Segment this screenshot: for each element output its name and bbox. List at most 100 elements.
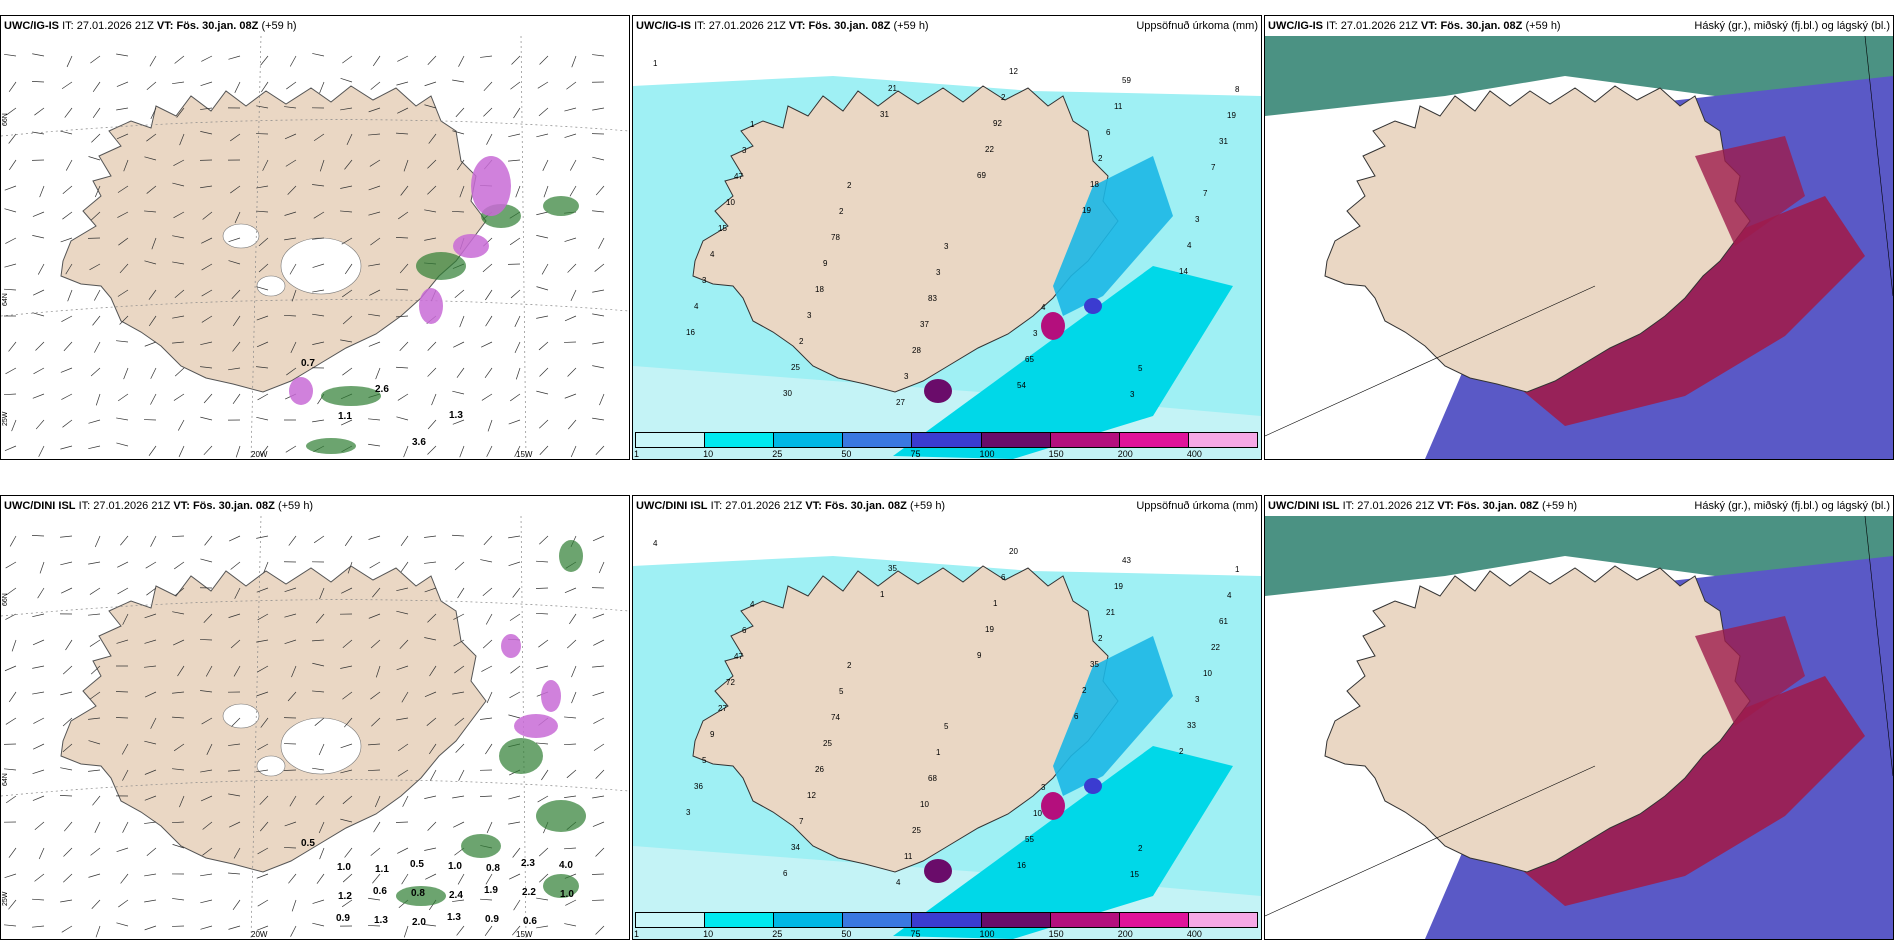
wind-barb bbox=[342, 367, 353, 376]
glacier-hofsjokull bbox=[256, 755, 286, 777]
iceland-landmass bbox=[692, 85, 1119, 393]
wind-barb bbox=[456, 159, 465, 171]
wind-barb bbox=[284, 211, 297, 216]
precip-value-label: 5 bbox=[944, 722, 949, 731]
wind-barb bbox=[174, 289, 185, 299]
wind-barb bbox=[38, 847, 45, 860]
colorbar-label: 150 bbox=[1048, 929, 1064, 939]
wind-barb bbox=[230, 185, 241, 194]
cloud-map[interactable] bbox=[1265, 36, 1893, 459]
wind-value-label: 2.3 bbox=[521, 858, 535, 869]
wind-barb bbox=[592, 107, 605, 111]
cloud-map[interactable] bbox=[1265, 516, 1893, 939]
vt-label: VT: bbox=[173, 500, 190, 512]
max-precip-area bbox=[1084, 778, 1102, 794]
colorbar-label: 400 bbox=[1186, 929, 1202, 939]
panel-row1-precip: UWC/DINI ISL IT: 27.01.2026 21Z VT: Fös.… bbox=[632, 495, 1262, 940]
wind-barb bbox=[65, 263, 73, 275]
precip-value-label: 1 bbox=[993, 599, 998, 608]
wind-barb bbox=[595, 847, 605, 857]
wind-barb bbox=[396, 717, 409, 721]
wind-barb bbox=[172, 261, 185, 265]
wind-barb bbox=[228, 55, 241, 60]
wind-barb bbox=[509, 237, 521, 246]
wind-barb bbox=[34, 821, 45, 831]
wind-barb bbox=[228, 613, 241, 618]
wind-barb bbox=[256, 210, 269, 213]
wind-barb bbox=[151, 237, 157, 250]
model-name: UWC/IG-IS bbox=[636, 20, 691, 32]
vt-label: VT: bbox=[156, 20, 174, 32]
wind-barb bbox=[342, 639, 353, 649]
wind-barb bbox=[117, 393, 129, 402]
wind-barb bbox=[256, 873, 269, 879]
wind-barb bbox=[312, 53, 325, 57]
wind-barb bbox=[4, 445, 17, 451]
wind-barb bbox=[33, 717, 45, 724]
wind-barb bbox=[200, 81, 213, 86]
wind-barb bbox=[116, 133, 129, 140]
wind-barb bbox=[452, 390, 465, 395]
precip-map[interactable]: 4 4 2 5 3 2 1 6 5 1 10 15 4 47 74 68 55 43 61 72 25 10 16 19 22 2… bbox=[633, 516, 1261, 939]
wind-value-label: 1.0 bbox=[448, 861, 462, 872]
it-label: IT: bbox=[694, 20, 706, 32]
wind-barb bbox=[63, 821, 73, 832]
wind-barb bbox=[174, 367, 185, 377]
wind-barb bbox=[431, 393, 437, 406]
wind-barb bbox=[32, 312, 45, 317]
wind-barb bbox=[427, 821, 437, 831]
wind-barb bbox=[62, 419, 73, 428]
panel-title: Háský (gr.), miðský (fj.bl.) og lágský (… bbox=[1694, 500, 1890, 512]
wind-barb bbox=[312, 922, 325, 927]
wind-barb bbox=[228, 743, 241, 746]
iceland-landmass bbox=[60, 565, 487, 873]
wind-barb bbox=[318, 821, 325, 834]
wind-barb bbox=[289, 795, 297, 807]
wind-barb bbox=[314, 717, 325, 726]
colorbar-label: 100 bbox=[979, 929, 995, 939]
wind-map[interactable]: 0.5 1.2 1.1 2.0 2.4 0.8 0.6 1.0 1.0 1.3 0.8 1.0 0.9 2… bbox=[1, 516, 629, 939]
precip-value-label: 4 bbox=[896, 878, 901, 887]
longitude-line bbox=[520, 36, 527, 459]
wind-barb bbox=[543, 185, 549, 198]
precip-value-label: 5 bbox=[839, 687, 844, 696]
precip-map[interactable]: 1 1 2 3 4 5 8 3 2 3 3 3 19 47 78 83 65 59 31 10 9 37 54 11 7 15 18… bbox=[633, 36, 1261, 459]
precip-value-label: 16 bbox=[1017, 861, 1026, 870]
precip-value-label: 3 bbox=[1195, 695, 1200, 704]
precip-value-label: 25 bbox=[791, 363, 800, 372]
wind-barb bbox=[340, 210, 353, 213]
wind-barb bbox=[257, 899, 269, 907]
wind-barb bbox=[370, 81, 381, 90]
wind-barb bbox=[174, 587, 185, 597]
wind-barb bbox=[592, 313, 605, 317]
precip-area bbox=[306, 438, 356, 454]
wind-barb bbox=[117, 587, 129, 595]
wind-barb bbox=[172, 768, 185, 771]
lon-label: 20W bbox=[251, 930, 268, 939]
panel-row1-cloud: UWC/DINI ISL IT: 27.01.2026 21Z VT: Fös.… bbox=[1264, 495, 1894, 940]
wind-barb bbox=[89, 263, 101, 271]
mid-cloud-area bbox=[1505, 196, 1865, 426]
wind-barb bbox=[454, 665, 465, 674]
wind-barb bbox=[172, 844, 185, 849]
it-value: 27.01.2026 21Z bbox=[93, 500, 171, 512]
wind-barb bbox=[312, 419, 325, 423]
wind-barb bbox=[508, 561, 521, 567]
wind-barb bbox=[32, 898, 45, 901]
wind-barb bbox=[4, 53, 17, 57]
wind-barb bbox=[598, 561, 605, 574]
model-name: UWC/IG-IS bbox=[1268, 20, 1323, 32]
wind-barb bbox=[564, 237, 577, 242]
wind-barb bbox=[120, 873, 129, 884]
wind-barb bbox=[396, 665, 409, 671]
precip-value-label: 3 bbox=[944, 242, 949, 251]
wind-barb bbox=[256, 769, 269, 773]
precip-value-label: 7 bbox=[1203, 189, 1208, 198]
wind-barb bbox=[174, 55, 185, 64]
wind-value-label: 1.9 bbox=[484, 885, 498, 896]
wind-map[interactable]: 0.7 1.1 2.6 3.6 1.3 20W 15W 66N 64N 25W bbox=[1, 36, 629, 459]
wind-barb bbox=[66, 55, 73, 68]
wind-barb bbox=[396, 132, 409, 135]
precip-value-label: 10 bbox=[1033, 809, 1042, 818]
wind-barb bbox=[368, 107, 381, 113]
